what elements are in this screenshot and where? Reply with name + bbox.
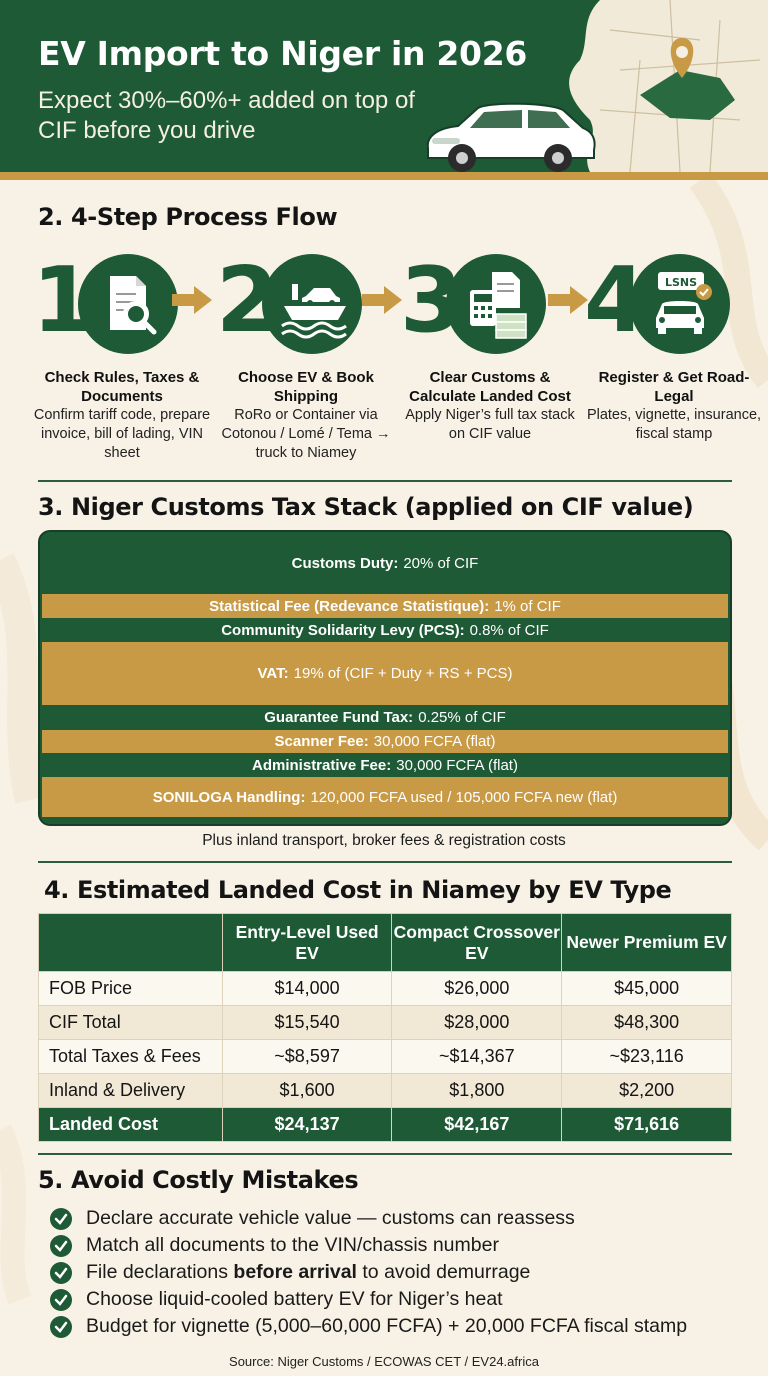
- header-banner: EV Import to Niger in 2026 Expect 30%–60…: [0, 0, 768, 172]
- plate-car-icon: LSNS: [656, 272, 712, 334]
- table-header-cell: Entry-Level Used EV: [221, 913, 393, 972]
- list-item: File declarations before arrival to avoi…: [50, 1259, 687, 1286]
- step-2: 2 Choose EV & Book Shipping RoRo or Cont…: [216, 250, 396, 463]
- step-2-badge: [262, 254, 362, 354]
- step-1: 1 Check Rules, Taxes & Documents Confirm…: [32, 250, 212, 463]
- mistakes-section-title: 5. Avoid Costly Mistakes: [38, 1166, 359, 1194]
- section-divider: [38, 480, 732, 482]
- step-3-badge: [446, 254, 546, 354]
- table-header-cell: Newer Premium EV: [561, 913, 732, 972]
- tax-layer-solidarity-levy: Community Solidarity Levy (PCS): 0.8% of …: [221, 621, 549, 639]
- source-citation: Source: Niger Customs / ECOWAS CET / EV2…: [229, 1354, 539, 1369]
- section-divider: [38, 861, 732, 863]
- tax-layer-guarantee-fund: Guarantee Fund Tax: 0.25% of CIF: [264, 709, 506, 726]
- suv-car-illustration: [426, 102, 596, 172]
- arrow-right-icon: [548, 286, 588, 314]
- check-circle-icon: [50, 1207, 72, 1230]
- table-total-row: Landed Cost $24,137 $42,167 $71,616: [38, 1107, 732, 1142]
- check-circle-icon: [50, 1261, 72, 1284]
- tax-layer-statistical-fee: Statistical Fee (Redevance Statistique):…: [42, 594, 728, 618]
- step-3-description: Apply Niger’s full tax stack on CIF valu…: [405, 407, 575, 442]
- step-1-badge: [78, 254, 178, 354]
- svg-text:LSNS: LSNS: [665, 276, 697, 289]
- step-2-description: RoRo or Container via Cotonou / Lomé / T…: [221, 407, 391, 461]
- list-item: Choose liquid-cooled battery EV for Nige…: [50, 1286, 687, 1313]
- check-circle-icon: [50, 1315, 72, 1338]
- landed-cost-table: Entry-Level Used EV Compact Crossover EV…: [38, 913, 732, 1142]
- step-4-title: Register & Get Road-Legal: [598, 369, 750, 405]
- step-1-title: Check Rules, Taxes & Documents: [44, 369, 200, 405]
- page-subtitle: Expect 30%–60%+ added on top of CIF befo…: [38, 87, 415, 144]
- table-row: Inland & Delivery $1,600 $1,800 $2,200: [38, 1073, 732, 1108]
- step-3-title: Clear Customs & Calculate Landed Cost: [409, 369, 571, 405]
- step-1-description: Confirm tariff code, prepare invoice, bi…: [33, 407, 211, 461]
- tax-stack-note: Plus inland transport, broker fees & reg…: [202, 832, 566, 849]
- page-title: EV Import to Niger in 2026: [38, 34, 528, 73]
- africa-map-illustration: [569, 0, 768, 172]
- step-4: 4 LSNS Register & Get Road-Legal Plates,…: [584, 250, 764, 444]
- check-circle-icon: [50, 1234, 72, 1257]
- calculator-money-icon: [470, 272, 527, 339]
- list-item: Budget for vignette (5,000–60,000 FCFA) …: [50, 1313, 687, 1340]
- arrow-right-icon: [172, 286, 212, 314]
- tax-stack-section-title: 3. Niger Customs Tax Stack (applied on C…: [38, 493, 694, 521]
- tax-layer-vat: VAT: 19% of (CIF + Duty + RS + PCS): [42, 642, 728, 705]
- list-item: Declare accurate vehicle value — customs…: [50, 1205, 687, 1232]
- tax-layer-administrative-fee: Administrative Fee: 30,000 FCFA (flat): [252, 756, 518, 774]
- landed-cost-section-title: 4. Estimated Landed Cost in Niamey by EV…: [44, 876, 672, 904]
- section-divider: [38, 1153, 732, 1155]
- mistakes-list: Declare accurate vehicle value — customs…: [50, 1205, 687, 1340]
- step-3: 3 Clear Customs & Calculate Landed Cost …: [400, 250, 580, 444]
- tax-layer-soniloga-handling: SONILOGA Handling: 120,000 FCFA used / 10…: [42, 777, 728, 817]
- table-row: FOB Price $14,000 $26,000 $45,000: [38, 971, 732, 1006]
- process-section-title: 2. 4-Step Process Flow: [38, 203, 338, 231]
- table-header-cell: [38, 913, 223, 972]
- map-pin-icon: [670, 38, 694, 78]
- document-search-icon: [110, 276, 157, 335]
- tax-layer-customs-duty: Customs Duty: 20% of CIF: [291, 554, 479, 572]
- step-4-badge: LSNS: [630, 254, 730, 354]
- table-row: Total Taxes & Fees ~$8,597 ~$14,367 ~$23…: [38, 1039, 732, 1074]
- table-header-cell: Compact Crossover EV: [391, 913, 563, 972]
- step-2-title: Choose EV & Book Shipping: [238, 369, 374, 405]
- list-item: Match all documents to the VIN/chassis n…: [50, 1232, 687, 1259]
- ship-car-icon: [281, 284, 347, 339]
- header-gold-stripe: [0, 172, 768, 180]
- tax-layer-scanner-fee: Scanner Fee: 30,000 FCFA (flat): [42, 730, 728, 753]
- step-4-description: Plates, vignette, insurance, fiscal stam…: [586, 407, 762, 442]
- table-row: CIF Total $15,540 $28,000 $48,300: [38, 1005, 732, 1040]
- arrow-right-icon: [362, 286, 402, 314]
- tax-stack-panel: Customs Duty: 20% of CIF Statistical Fee …: [38, 530, 732, 826]
- check-circle-icon: [50, 1288, 72, 1311]
- table-header-row: Entry-Level Used EV Compact Crossover EV…: [38, 913, 732, 972]
